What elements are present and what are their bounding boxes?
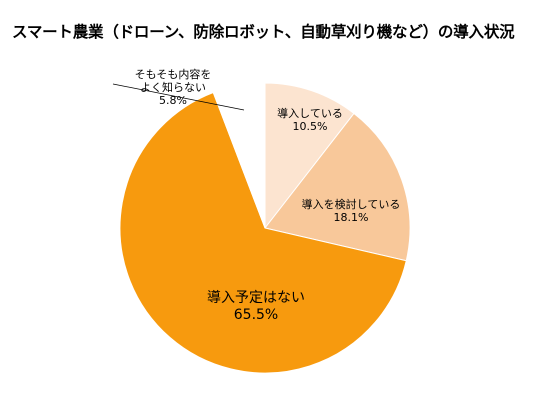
chart-title: スマート農業（ドローン、防除ロボット、自動草刈り機など）の導入状況 — [12, 23, 515, 41]
pie-slice-adopted — [264, 82, 355, 230]
slice-name-label-not-planned: 導入予定はない — [207, 290, 305, 306]
slice-name-label-adopted: 導入している — [277, 106, 343, 120]
pie-slice-considering — [264, 112, 411, 262]
pie-slice-unknown — [212, 82, 266, 229]
pie-slice-not-planned — [119, 91, 407, 374]
slice-value-label-adopted: 10.5% — [293, 120, 328, 133]
slice-name-label-unknown: よく知らない — [140, 80, 206, 94]
slice-name-label-unknown: そもそも内容を — [135, 67, 212, 81]
slice-name-label-considering: 導入を検討している — [302, 197, 401, 211]
slice-value-label-not-planned: 65.5% — [234, 307, 278, 323]
pie-slices — [119, 82, 411, 374]
leader-line-unknown — [112, 83, 245, 111]
slice-value-label-considering: 18.1% — [334, 211, 369, 224]
